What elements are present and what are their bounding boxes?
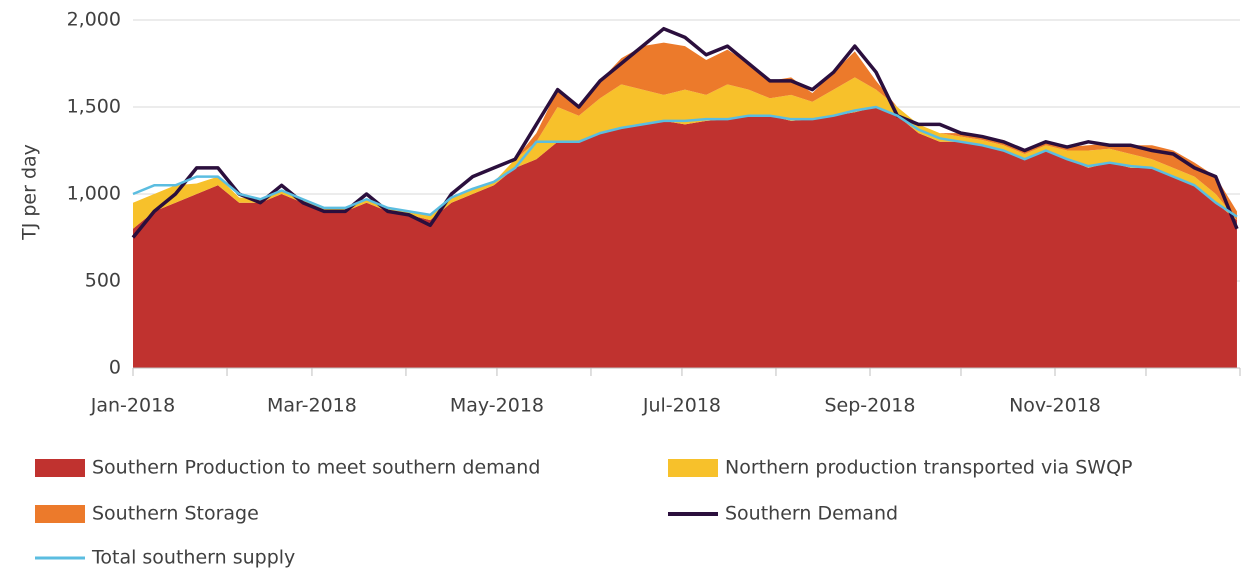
- legend-label: Southern Demand: [725, 503, 898, 525]
- area: [133, 77, 1237, 229]
- legend-label: Total southern supply: [91, 547, 295, 569]
- x-tick-label: Sep-2018: [824, 395, 915, 417]
- y-tick-label: 0: [109, 357, 121, 379]
- legend-swatch: [35, 505, 85, 523]
- legend-swatch: [668, 459, 718, 477]
- x-tick-label: Jul-2018: [642, 395, 721, 417]
- legend-label: Southern Production to meet southern dem…: [92, 457, 540, 479]
- legend-label: Northern production transported via SWQP: [725, 457, 1133, 479]
- area: [133, 42, 1237, 221]
- line: [131, 26, 1239, 239]
- line: [132, 105, 1238, 218]
- y-tick-label: 2,000: [67, 9, 121, 31]
- y-tick-label: 500: [85, 270, 121, 292]
- x-tick-label: Nov-2018: [1009, 395, 1101, 417]
- x-tick-label: Mar-2018: [267, 395, 357, 417]
- legend-label: Southern Storage: [92, 503, 259, 525]
- x-tick-label: Jan-2018: [90, 395, 176, 417]
- area: [133, 107, 1237, 368]
- y-tick-label: 1,500: [67, 96, 121, 118]
- y-tick-label: 1,000: [67, 183, 121, 205]
- legend-swatch: [35, 459, 85, 477]
- x-tick-label: May-2018: [450, 395, 544, 417]
- y-axis-label: TJ per day: [19, 144, 41, 241]
